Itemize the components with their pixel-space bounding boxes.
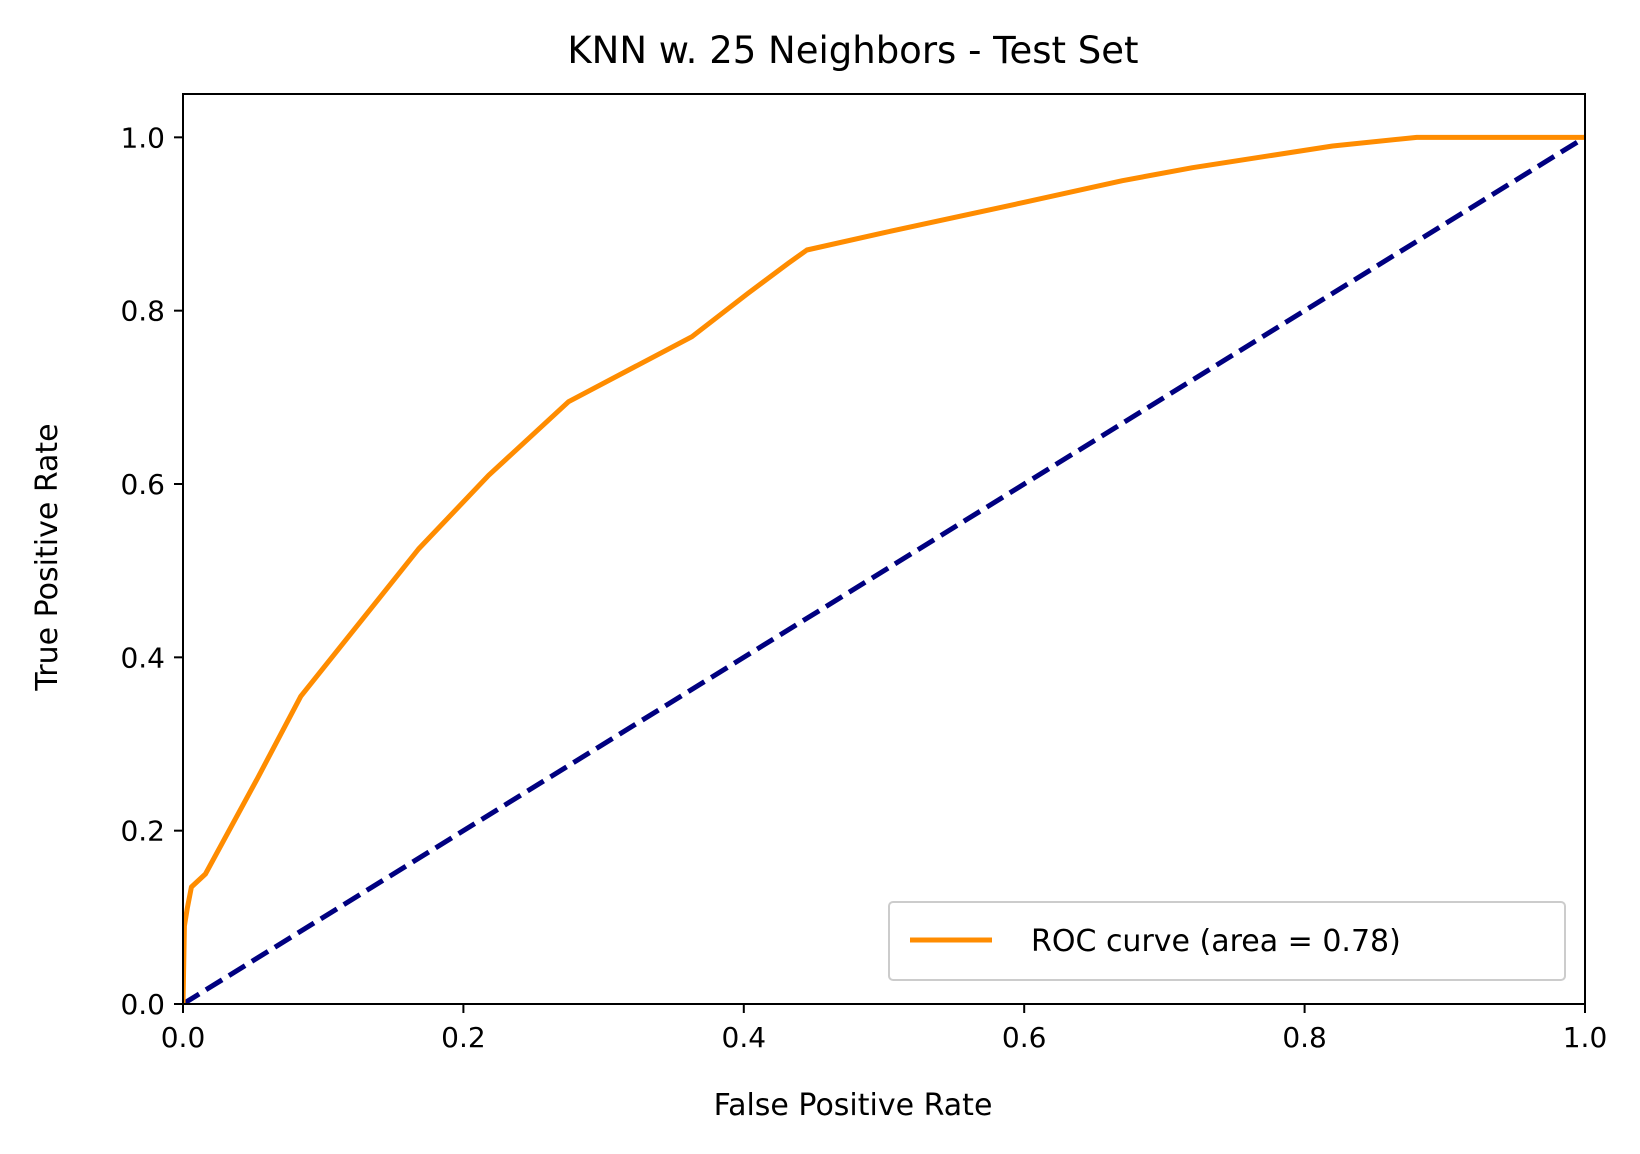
x-tick-label: 0.0 xyxy=(161,1021,206,1054)
plot-frame xyxy=(182,93,1586,1005)
y-axis-ticks: 0.0 0.2 0.4 0.6 0.8 1.0 xyxy=(120,121,183,1021)
roc-curve-line xyxy=(183,134,1585,1004)
x-tick-label: 0.8 xyxy=(1282,1021,1327,1054)
y-axis-label: True Positive Rate xyxy=(30,423,65,691)
y-tick-label: 0.4 xyxy=(120,641,165,674)
x-tick-label: 0.4 xyxy=(722,1021,767,1054)
plot-area xyxy=(182,93,1586,1005)
x-axis-ticks: 0.0 0.2 0.4 0.6 0.8 1.0 xyxy=(161,1004,1608,1054)
y-tick-label: 0.6 xyxy=(120,468,165,501)
y-tick-label: 0.2 xyxy=(120,815,165,848)
chance-diagonal-line xyxy=(183,135,1585,1004)
x-tick-label: 0.6 xyxy=(1002,1021,1047,1054)
y-tick-label: 0.0 xyxy=(120,988,165,1021)
x-tick-label: 0.2 xyxy=(441,1021,486,1054)
series-group xyxy=(183,134,1585,1004)
y-tick-label: 0.8 xyxy=(120,295,165,328)
legend-box xyxy=(888,901,1566,981)
legend-label-roc: ROC curve (area = 0.78) xyxy=(1031,924,1401,959)
x-tick-label: 1.0 xyxy=(1563,1021,1608,1054)
legend: ROC curve (area = 0.78) xyxy=(888,901,1566,981)
x-axis-label: False Positive Rate xyxy=(714,1088,993,1123)
y-tick-label: 1.0 xyxy=(120,121,165,154)
chart-title: KNN w. 25 Neighbors - Test Set xyxy=(567,29,1138,72)
